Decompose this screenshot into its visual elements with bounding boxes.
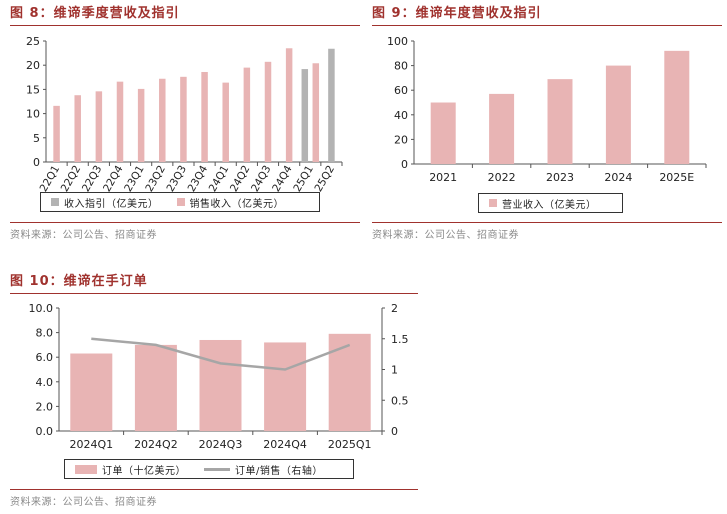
fig10-bar [199, 339, 242, 431]
fig10-xtick-label: 2025Q1 [328, 438, 372, 451]
fig10-bar [328, 333, 371, 431]
fig9-legend: 营业收入（亿美元） [478, 193, 623, 213]
fig8-title: 图 8：维谛季度营收及指引 [10, 6, 180, 21]
fig9-ytick-label: 0 [401, 158, 408, 171]
fig8-legend-swatch-guidance [51, 198, 59, 206]
fig9-legend-item-revenue: 营业收入（亿美元） [489, 196, 597, 211]
fig9-xtick-label: 2023 [546, 171, 574, 184]
fig10-y2tick-label: 0.5 [391, 394, 409, 407]
fig9-title: 图 9：维谛年度营收及指引 [372, 6, 542, 21]
fig10-source: 资料来源：公司公告、招商证券 [10, 497, 157, 508]
fig10-xtick-label: 2024Q3 [199, 438, 243, 451]
fig10-bar [70, 353, 113, 431]
fig9-xtick-label: 2025E [659, 171, 694, 184]
fig9-legend-swatch-revenue [489, 199, 497, 207]
fig10-xtick-label: 2024Q2 [134, 438, 178, 451]
fig8-bar [301, 69, 309, 162]
fig8-bar [328, 48, 335, 162]
fig8-legend-label-guidance: 收入指引（亿美元） [64, 198, 159, 210]
fig9-ytick-label: 20 [394, 133, 408, 146]
fig8-ytick-label: 0 [33, 156, 40, 169]
fig10-ytick-label: 6.0 [36, 351, 54, 364]
fig9-bar [605, 65, 631, 164]
fig8-ytick-label: 5 [33, 132, 40, 145]
fig10-bar [134, 344, 177, 431]
fig10-ytick-label: 2.0 [36, 400, 54, 413]
fig9-xtick-label: 2024 [604, 171, 632, 184]
fig10-xtick-label: 2024Q4 [263, 438, 307, 451]
fig9-ytick-label: 80 [394, 60, 408, 73]
fig10-legend-item-orders: 订单（十亿美元） [75, 462, 186, 477]
fig10-legend-item-ratio: 订单/销售（右轴） [204, 462, 323, 477]
fig9-ytick-label: 60 [394, 84, 408, 97]
fig8-legend-swatch-sales [176, 198, 185, 206]
fig9-bar [489, 93, 515, 164]
fig10-bottom-rule [10, 489, 418, 490]
fig8-ytick-label: 25 [26, 35, 40, 48]
fig8-bar [243, 67, 251, 162]
fig10-ytick-label: 4.0 [36, 376, 54, 389]
fig10-legend-label-orders: 订单（十亿美元） [102, 465, 186, 477]
fig10-legend: 订单（十亿美元） 订单/销售（右轴） [64, 459, 354, 479]
fig9-bar [664, 50, 690, 165]
fig10-y2tick-label: 1.5 [391, 333, 409, 346]
fig8-bar [53, 105, 60, 162]
fig10-bar [264, 342, 307, 431]
fig10-line-ratio [91, 337, 351, 371]
fig9-bar [547, 79, 573, 164]
fig10-xtick-label: 2024Q1 [69, 438, 113, 451]
fig8-ytick-label: 15 [26, 83, 40, 96]
fig8-bar [159, 78, 166, 162]
fig10-y2tick-label: 1 [391, 364, 398, 377]
fig10-y2tick-label: 0 [391, 425, 398, 438]
fig10-title: 图 10：维谛在手订单 [10, 274, 148, 289]
fig10-ytick-label: 8.0 [36, 327, 54, 340]
fig9-bar [430, 102, 456, 164]
fig10-ytick-label: 0.0 [36, 425, 54, 438]
fig8-source: 资料来源：公司公告、招商证券 [10, 230, 157, 241]
fig8-bottom-rule [10, 222, 360, 223]
fig8-ytick-label: 10 [26, 108, 40, 121]
fig9-xtick-label: 2021 [429, 171, 457, 184]
fig8-bar [312, 63, 320, 162]
fig8-title-rule [10, 25, 360, 26]
fig8-bar [137, 88, 145, 162]
fig8-bar [201, 71, 208, 162]
fig8-bar [264, 61, 272, 163]
fig8-ytick-label: 20 [26, 59, 40, 72]
fig10-legend-swatch-ratio [204, 467, 230, 471]
fig9-title-rule [372, 25, 722, 26]
fig9-xtick-label: 2022 [488, 171, 516, 184]
fig8-legend-item-guidance: 收入指引（亿美元） [51, 195, 159, 210]
fig8-bar [285, 48, 293, 163]
fig10-legend-swatch-orders [75, 464, 97, 474]
fig9-bottom-rule [372, 222, 722, 223]
fig10-y2tick-label: 2 [391, 302, 398, 315]
fig9-legend-label-revenue: 营业收入（亿美元） [502, 199, 597, 211]
fig9-ytick-label: 100 [387, 35, 408, 48]
fig8-legend-item-sales: 销售收入（亿美元） [176, 195, 285, 210]
fig8-bar [95, 91, 103, 162]
fig10-ytick-label: 10.0 [29, 302, 54, 315]
fig10-legend-label-ratio: 订单/销售（右轴） [235, 465, 323, 477]
fig8-bar [74, 95, 81, 162]
fig8-bar [116, 81, 124, 162]
fig8-bar [180, 76, 187, 162]
fig9-source: 资料来源：公司公告、招商证券 [372, 230, 519, 241]
fig8-legend: 收入指引（亿美元） 销售收入（亿美元） [40, 192, 320, 212]
fig8-legend-label-sales: 销售收入（亿美元） [189, 198, 284, 210]
fig10-title-rule [10, 293, 418, 294]
fig9-ytick-label: 40 [394, 109, 408, 122]
fig8-bar [222, 82, 229, 162]
